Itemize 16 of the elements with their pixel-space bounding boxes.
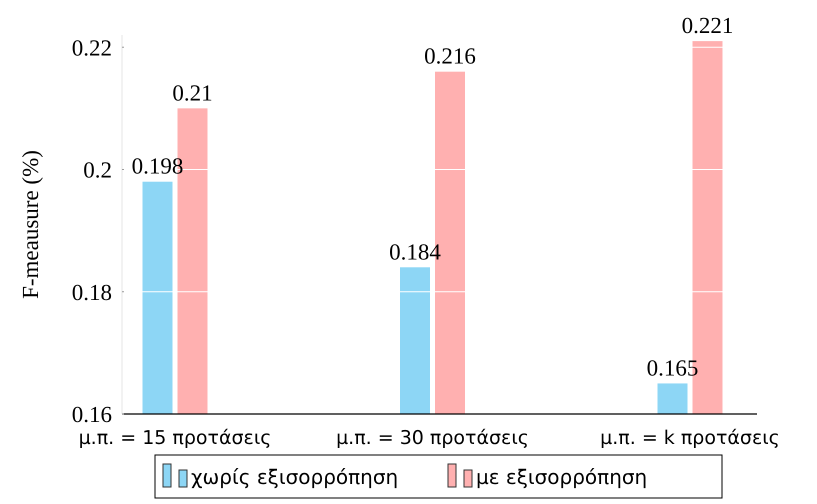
y-tick-label: 0.22 xyxy=(72,35,112,60)
legend-label: χωρίς εξισορρόπηση xyxy=(191,465,398,489)
data-label: 0.198 xyxy=(132,154,184,179)
legend-label: με εξισορρόπηση xyxy=(476,465,648,489)
x-tick-label: μ.π. = k προτάσεις xyxy=(600,427,780,449)
data-label: 0.184 xyxy=(389,239,442,264)
y-tick-label: 0.18 xyxy=(72,280,112,305)
y-tick-label: 0.16 xyxy=(72,402,112,428)
data-label: 0.165 xyxy=(646,355,698,380)
data-label: 0.216 xyxy=(424,44,476,69)
y-axis-title: F-meausure (%) xyxy=(18,150,43,299)
x-tick-label: μ.π. = 15 προτάσεις xyxy=(78,427,272,449)
y-tick-label: 0.2 xyxy=(83,158,112,183)
x-tick-label: μ.π. = 30 προτάσεις xyxy=(336,427,529,449)
data-label: 0.21 xyxy=(172,80,213,106)
data-label: 0.221 xyxy=(682,13,734,38)
